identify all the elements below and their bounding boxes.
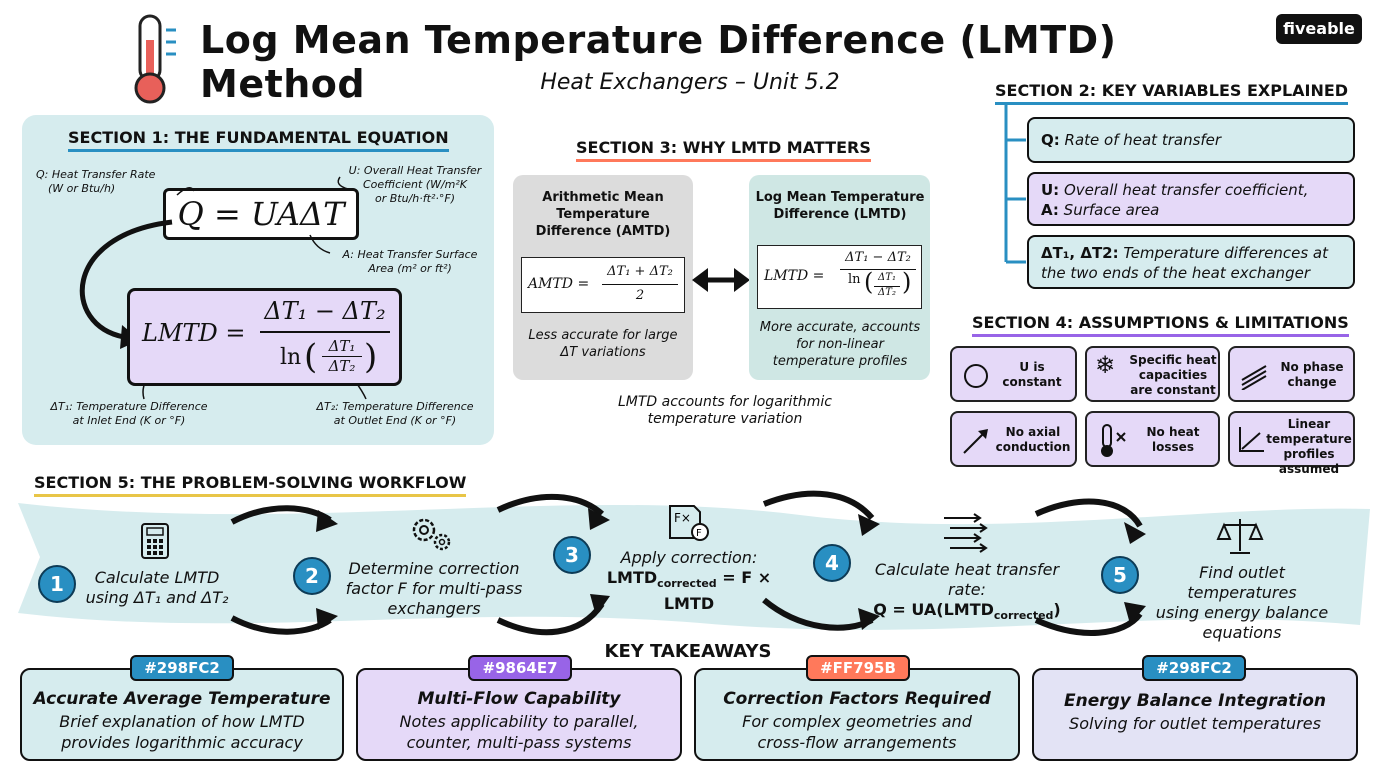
workflow-ribbon (18, 503, 1370, 630)
thermometer-x-icon (1101, 424, 1126, 457)
variable-dt: ΔT₁, ΔT2: Temperature differences at the… (1027, 235, 1355, 289)
lmtd-numerator: ΔT₁ − ΔT₂ (264, 297, 386, 325)
step-5-text: Find outlet temperatures using energy bal… (1155, 563, 1329, 642)
assumption-specific-heat: ❄ Specific heat capacities are constant (1085, 346, 1220, 402)
lmtd-equation-box: LMTD = ΔT₁ − ΔT₂ ln ( ΔT₁ ΔT₂ ) (127, 288, 402, 386)
wave-lines-icon (1241, 365, 1267, 390)
function-icon: F× F (669, 505, 709, 541)
section3-heading: SECTION 3: WHY LMTD MATTERS (576, 138, 871, 162)
page-subtitle: Heat Exchangers – Unit 5.2 (540, 70, 840, 95)
a-label: A: Heat Transfer Surface Area (m² or ft²) (342, 248, 478, 275)
takeaway-card-4 (1032, 668, 1358, 761)
takeaway-title-3: Correction Factors Required (723, 689, 991, 709)
amtd-note: Less accurate for large ΔT variations (528, 328, 678, 360)
page-title: Log Mean Temperature Difference (LMTD) M… (200, 18, 1117, 106)
dt1-label: ΔT₁: Temperature Difference at Inlet End … (50, 400, 208, 427)
q-label: Q: Heat Transfer Rate (W or Btu/h) (36, 168, 156, 195)
calculator-icon (141, 523, 169, 559)
takeaways-heading: KEY TAKEAWAYS (604, 641, 772, 662)
takeaway-title-4: Energy Balance Integration (1064, 691, 1326, 711)
svg-text:F×: F× (674, 511, 691, 525)
step-1-badge: 1 (38, 565, 76, 603)
step-1-text: Calculate LMTD using ΔT₁ and ΔT₂ (85, 568, 229, 607)
svg-text:F: F (696, 528, 702, 539)
takeaway-tag-2: #9864E7 (468, 655, 572, 681)
takeaway-tag-3: #FF795B (806, 655, 910, 681)
variable-u-a: U: Overall heat transfer coefficient, A:… (1027, 172, 1355, 226)
takeaway-desc-3: For complex geometries and cross-flow arr… (742, 712, 972, 752)
takeaway-card-3 (694, 668, 1020, 761)
assumption-linear-profiles: Linear temperature profiles assumed (1228, 411, 1355, 476)
thermometer-icon (134, 14, 176, 104)
brand-logo: fiveable (1276, 14, 1362, 44)
variable-q: Q: Rate of heat transfer (1027, 117, 1355, 163)
lmtd-card: Log Mean Temperature Difference (LMTD) L… (749, 175, 930, 380)
double-arrow-icon (692, 268, 750, 292)
workflow-arrows (230, 490, 1146, 636)
takeaway-card-2 (356, 668, 682, 761)
circle-icon (964, 364, 988, 388)
gears-icon (412, 518, 451, 551)
takeaway-card-1 (20, 668, 344, 761)
takeaway-desc-1: Brief explanation of how LMTD provides lo… (59, 712, 305, 752)
section1-arrows (79, 176, 367, 400)
takeaway-desc-4: Solving for outlet temperatures (1069, 714, 1321, 733)
assumption-no-heat-losses: No heat losses (1085, 411, 1220, 467)
step-4-badge: 4 (813, 544, 851, 582)
assumption-no-phase-change: No phase change (1228, 346, 1355, 402)
step-2-badge: 2 (293, 557, 331, 595)
step-3-text: Apply correction: LMTDcorrected = F × LM… (606, 548, 772, 614)
section2-connector (1004, 104, 1026, 264)
takeaway-title-1: Accurate Average Temperature (33, 689, 331, 709)
section4-heading: SECTION 4: ASSUMPTIONS & LIMITATIONS (972, 313, 1349, 337)
balance-scale-icon (1216, 519, 1264, 554)
amtd-formula: AMTD = ΔT₁ + ΔT₂ 2 (521, 257, 685, 313)
line-graph-icon (1239, 427, 1264, 452)
section1-panel (22, 115, 494, 445)
section5-heading: SECTION 5: THE PROBLEM-SOLVING WORKFLOW (34, 473, 467, 497)
takeaway-desc-2: Notes applicability to parallel, counter,… (399, 712, 639, 752)
dt2-label: ΔT₂: Temperature Difference at Outlet End… (316, 400, 474, 427)
lmtd-denominator: ln ( ΔT₁ ΔT₂ ) (280, 337, 378, 377)
lmtd-card-title: Log Mean Temperature Difference (LMTD) (755, 190, 925, 222)
section1-heading: SECTION 1: THE FUNDAMENTAL EQUATION (68, 128, 449, 152)
snowflake-icon: ❄ (1095, 351, 1116, 379)
takeaway-tag-4: #298FC2 (1142, 655, 1246, 681)
section2-heading: SECTION 2: KEY VARIABLES EXPLAINED (995, 81, 1349, 105)
step-4-text: Calculate heat transfer rate: Q = UA(LMT… (873, 560, 1061, 623)
assumption-u-constant: U is constant (950, 346, 1077, 402)
lmtd-lhs: LMTD = (142, 319, 246, 347)
step-3-badge: 3 (553, 536, 591, 574)
step-5-badge: 5 (1101, 556, 1139, 594)
lmtd-card-note: More accurate, accounts for non-linear t… (759, 320, 921, 369)
takeaway-title-2: Multi-Flow Capability (417, 689, 621, 709)
step-2-text: Determine correction factor F for multi-p… (345, 559, 523, 618)
takeaway-tag-1: #298FC2 (130, 655, 234, 681)
section3-caption: LMTD accounts for logarithmic temperatur… (617, 394, 833, 427)
arrow-diagonal-icon (963, 429, 988, 454)
lmtd-card-formula: LMTD = ΔT₁ − ΔT₂ ln ( ΔT₁ ΔT₂ ) (757, 245, 922, 309)
amtd-title: Arithmetic Mean Temperature Difference (… (535, 190, 671, 239)
q-equation-box: Q = UAΔT (163, 188, 359, 240)
flow-arrows-icon (944, 513, 988, 553)
u-label: U: Overall Heat Transfer Coefficient (W/m… (348, 164, 482, 205)
amtd-card: Arithmetic Mean Temperature Difference (… (513, 175, 693, 380)
assumption-no-axial-conduction: No axial conduction (950, 411, 1077, 467)
